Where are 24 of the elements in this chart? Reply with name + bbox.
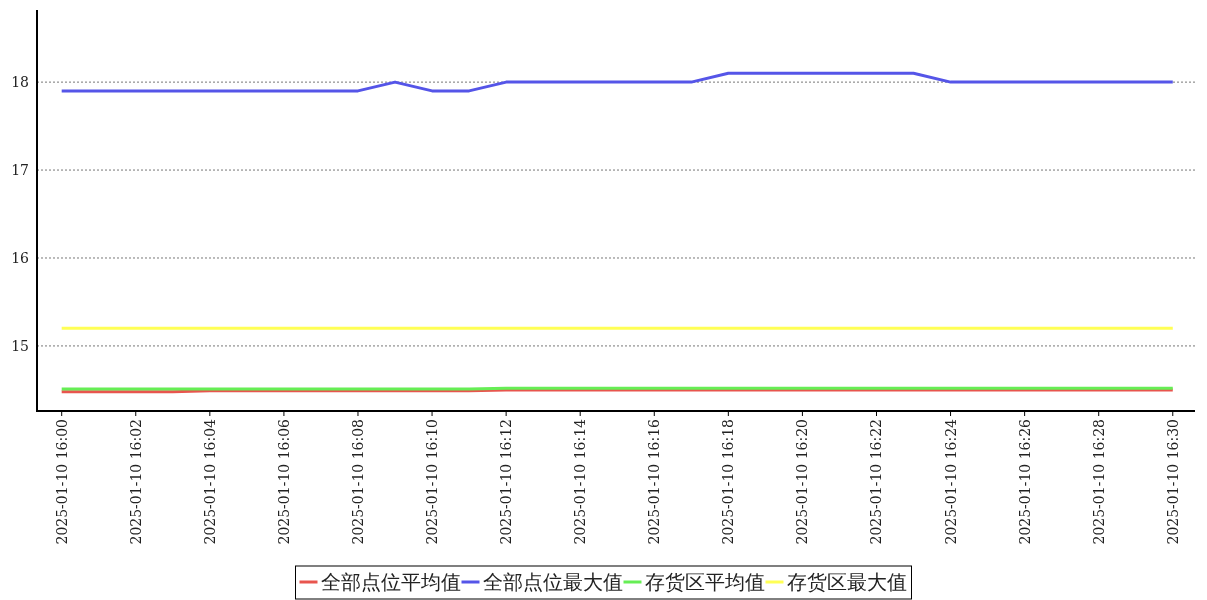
- legend-label: 存货区最大值: [786, 570, 907, 594]
- y-tick-label: 18: [11, 74, 29, 91]
- x-tick-label: 2025-01-10 16:18: [720, 419, 737, 545]
- x-tick-label: 2025-01-10 16:16: [646, 418, 663, 545]
- x-tick-label: 2025-01-10 16:26: [1016, 418, 1033, 545]
- x-tick-label: 2025-01-10 16:30: [1164, 419, 1181, 545]
- x-tick-label: 2025-01-10 16:08: [349, 419, 366, 545]
- x-tick-label: 2025-01-10 16:14: [572, 418, 589, 545]
- legend-label: 全部点位平均值: [320, 570, 461, 594]
- x-tick-label: 2025-01-10 16:20: [794, 419, 811, 545]
- x-tick-label: 2025-01-10 16:24: [942, 418, 959, 545]
- x-tick-label: 2025-01-10 16:22: [868, 419, 885, 545]
- legend-label: 存货区平均值: [644, 570, 765, 594]
- x-tick-label: 2025-01-10 16:10: [424, 419, 441, 545]
- y-tick-label: 17: [11, 162, 29, 179]
- x-tick-label: 2025-01-10 16:00: [53, 419, 70, 545]
- x-tick-label: 2025-01-10 16:04: [201, 418, 218, 545]
- y-tick-label: 15: [11, 337, 29, 354]
- x-tick-label: 2025-01-10 16:12: [498, 419, 515, 545]
- y-tick-label: 16: [11, 249, 30, 266]
- x-tick-label: 2025-01-10 16:06: [275, 418, 292, 545]
- x-tick-label: 2025-01-10 16:28: [1090, 419, 1107, 545]
- x-tick-label: 2025-01-10 16:02: [127, 419, 144, 545]
- legend-label: 全部点位最大值: [482, 570, 623, 594]
